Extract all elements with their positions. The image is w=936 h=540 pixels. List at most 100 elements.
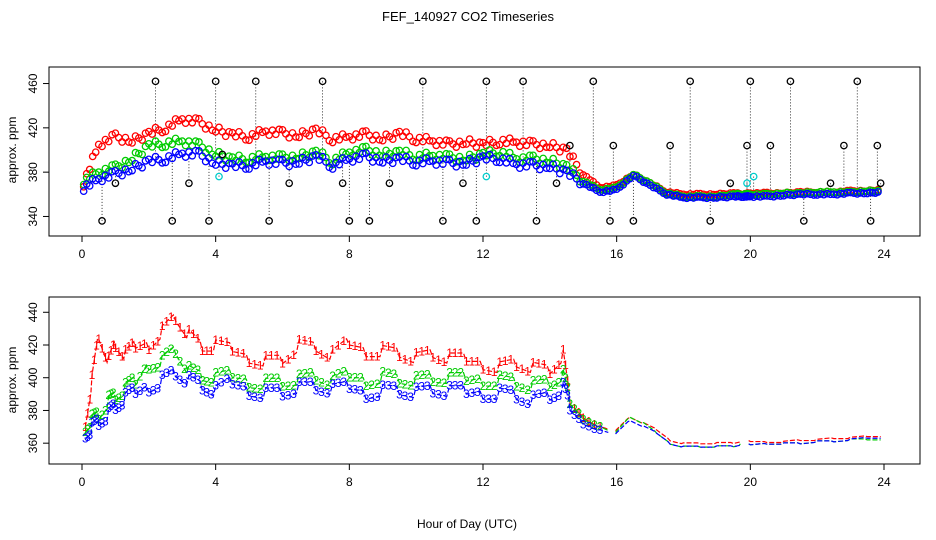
outlier-point <box>385 179 394 188</box>
data-point-series-1 <box>148 130 157 138</box>
data-point-series-1 <box>241 135 250 144</box>
series-label-1: 1 <box>513 360 520 374</box>
data-point-series-2 <box>318 148 327 157</box>
series-label-2: 2 <box>177 354 184 368</box>
data-point-series-3 <box>408 161 417 169</box>
series-label-2: 2 <box>159 348 166 362</box>
data-point-series-1 <box>308 125 317 134</box>
outlier-point <box>185 179 193 188</box>
series-label-1: 1 <box>82 420 89 434</box>
data-point-series-1 <box>425 136 434 145</box>
outlier-point <box>218 150 227 159</box>
series-label-2: 2 <box>413 368 420 382</box>
series-label-3: 3 <box>95 419 102 433</box>
data-point-series-1 <box>91 148 100 157</box>
series-label-2: 2 <box>93 405 100 419</box>
series-label-2: 2 <box>385 366 392 380</box>
outlier-point <box>98 217 106 225</box>
top-panel: approx. ppm 0 4 8 12 16 20 24 340 380 420 460 <box>5 66 921 261</box>
series-label-1: 1 <box>430 351 437 365</box>
cyan-point <box>482 172 491 181</box>
data-point-series-2 <box>205 145 213 153</box>
series-label-1: 1 <box>115 345 122 359</box>
data-point-series-1 <box>378 136 387 145</box>
series-label-3: 3 <box>546 393 553 407</box>
series-label-2: 2 <box>575 407 582 421</box>
data-point-series-1 <box>372 131 380 140</box>
series-label-2: 2 <box>551 378 558 392</box>
series-label-1: 1 <box>562 358 569 372</box>
series-label-1: 1 <box>496 355 503 369</box>
data-point-series-1 <box>124 138 133 146</box>
series-label-3: 3 <box>91 414 98 428</box>
series-label-3: 3 <box>446 379 453 393</box>
series-label-3: 3 <box>262 381 269 395</box>
data-point-series-2 <box>134 149 143 158</box>
data-point-series-1 <box>525 136 534 145</box>
series-label-3: 3 <box>513 393 520 407</box>
series-label-2: 2 <box>340 365 347 379</box>
data-point-series-1 <box>442 136 451 145</box>
series-label-1: 1 <box>84 406 91 420</box>
series-label-1: 1 <box>407 354 414 368</box>
data-point-series-3 <box>335 160 344 169</box>
data-point-series-1 <box>342 133 350 142</box>
data-point-series-1 <box>398 132 407 141</box>
data-point-series-3 <box>562 166 571 175</box>
series-label-1: 1 <box>181 327 188 341</box>
series-label-1: 1 <box>93 338 100 352</box>
series-label-1: 1 <box>474 354 481 368</box>
data-point-series-3 <box>442 155 451 164</box>
series-label-3: 3 <box>346 382 353 396</box>
outlier-point <box>609 141 618 150</box>
series-label-2: 2 <box>452 366 459 380</box>
data-point-series-3 <box>348 158 357 166</box>
series-label-3: 3 <box>580 418 587 432</box>
x-axis-label: Hour of Day (UTC) <box>417 517 517 531</box>
series-label-3: 3 <box>195 373 202 387</box>
series-line-1 <box>615 416 741 445</box>
series-label-2: 2 <box>132 377 139 391</box>
series-label-2: 2 <box>541 372 548 386</box>
outlier-point <box>365 217 374 225</box>
series-label-1: 1 <box>546 367 553 381</box>
outlier-point <box>743 141 751 150</box>
outlier-point <box>686 77 695 86</box>
data-point-series-2 <box>185 137 193 145</box>
series-label-3: 3 <box>229 377 236 391</box>
data-point-series-1 <box>572 160 581 169</box>
data-point-series-3 <box>205 154 213 162</box>
series-label-1: 1 <box>329 343 336 357</box>
series-label-1: 1 <box>446 346 453 360</box>
data-point-series-3 <box>639 178 648 186</box>
series-label-2: 2 <box>195 363 202 377</box>
data-point-series-1 <box>509 138 517 146</box>
series-label-3: 3 <box>307 375 314 389</box>
series-label-1: 1 <box>91 353 98 367</box>
data-point-series-1 <box>225 127 233 136</box>
series-label-2: 2 <box>290 378 297 392</box>
data-point-series-1 <box>251 132 260 141</box>
data-point-series-2 <box>322 153 330 162</box>
series-label-1: 1 <box>150 339 157 353</box>
data-point-series-3 <box>418 159 427 168</box>
series-label-2: 2 <box>208 376 215 390</box>
series-label-3: 3 <box>141 381 148 395</box>
series-label-3: 3 <box>535 387 542 401</box>
data-point-series-3 <box>726 192 735 201</box>
series-label-3: 3 <box>186 368 193 382</box>
series-label-2: 2 <box>363 379 370 393</box>
series-label-1: 1 <box>480 363 487 377</box>
data-point-series-3 <box>425 157 434 166</box>
data-point-series-1 <box>168 122 177 130</box>
outlier-point <box>606 217 614 225</box>
data-point-series-3 <box>509 159 517 168</box>
series-label-1: 1 <box>208 344 215 358</box>
bottom-plot-frame <box>48 296 921 465</box>
series-line-1 <box>748 435 881 444</box>
y-tick-label: 420 <box>26 335 40 355</box>
series-label-3: 3 <box>496 381 503 395</box>
series-label-3: 3 <box>391 379 398 393</box>
series-label-1: 1 <box>218 334 225 348</box>
series-label-3: 3 <box>108 399 115 413</box>
